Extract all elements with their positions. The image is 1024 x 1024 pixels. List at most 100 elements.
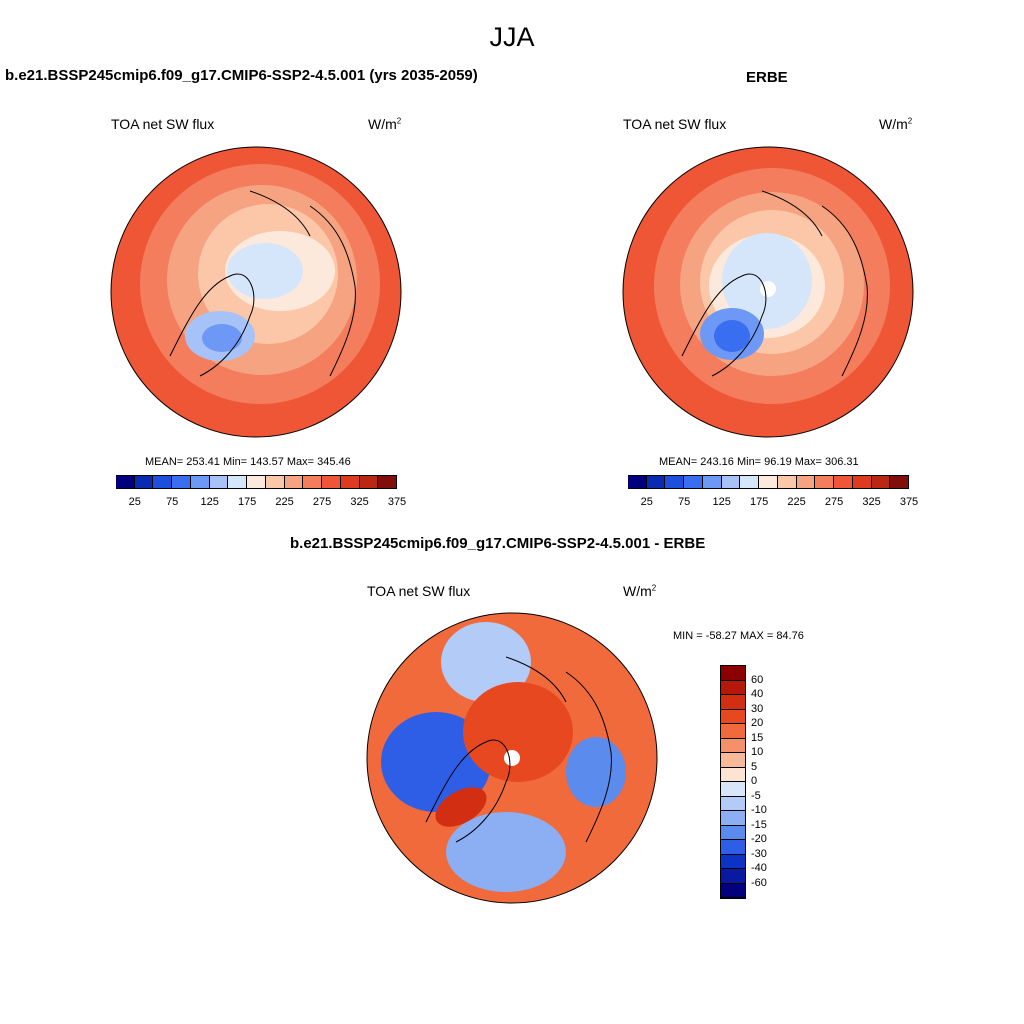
colorbar-cell	[777, 476, 797, 488]
diff-field-pos-greenland	[435, 787, 487, 827]
colorbar-tick-label: 25	[640, 496, 653, 508]
colorbar-cell	[721, 854, 745, 869]
colorbar-cell	[665, 476, 685, 488]
colorbar-cell	[247, 476, 266, 488]
obs-field-ring5	[722, 233, 812, 329]
diff-variable-label: TOA net SW flux	[367, 583, 471, 599]
colorbar-cell	[340, 476, 360, 488]
obs-coastlines	[681, 190, 868, 377]
colorbar-tick-label: 40	[751, 688, 764, 700]
colorbar-cell	[852, 476, 872, 488]
colorbar-tick-label: 125	[200, 496, 219, 508]
diff-field-neg-north	[441, 622, 531, 702]
colorbar-tick-label: 275	[824, 496, 844, 508]
diff-polar-map	[366, 612, 658, 904]
diff-map-border	[366, 612, 658, 904]
obs-panel-title: ERBE	[746, 69, 788, 86]
colorbar-cell	[359, 476, 379, 488]
colorbar-tick-label: 0	[751, 775, 758, 787]
colorbar-cell	[871, 476, 891, 488]
colorbar-tick-label: 375	[387, 496, 407, 508]
colorbar-tick-label: 25	[128, 496, 141, 508]
colorbar-cell	[721, 738, 745, 753]
colorbar-tick-label: 175	[237, 496, 257, 508]
colorbar-tick-label: 15	[751, 731, 764, 744]
model-polar-map	[110, 146, 402, 438]
colorbar-tick-label: 10	[751, 746, 764, 758]
colorbar-tick-label: 60	[751, 673, 764, 686]
colorbar-tick-label: -10	[751, 804, 767, 816]
colorbar-cell	[740, 476, 760, 488]
colorbar-cell	[646, 476, 666, 488]
obs-units-label: W/m2	[879, 116, 913, 132]
colorbar-cell	[721, 767, 745, 782]
colorbar-cell	[172, 476, 191, 488]
colorbar-tick-label: 325	[350, 496, 369, 508]
colorbar-cell	[684, 476, 703, 488]
colorbar-cell	[209, 476, 229, 488]
diff-units-label: W/m2	[623, 583, 657, 599]
model-field-ring5	[227, 243, 303, 299]
colorbar-tick-label: 125	[712, 496, 731, 508]
diff-coastlines	[425, 656, 612, 843]
colorbar-tick-label: 20	[751, 717, 764, 729]
obs-map-border	[622, 146, 914, 438]
diff-pole-hole	[504, 750, 520, 766]
colorbar-cell	[721, 709, 745, 724]
colorbar-tick-label: 5	[751, 760, 758, 773]
colorbar-tick-label: 175	[749, 496, 769, 508]
colorbar-cell	[721, 840, 745, 855]
colorbar-cell	[153, 476, 173, 488]
colorbar-cell	[628, 476, 647, 488]
diff-field-neg-east	[566, 737, 626, 807]
colorbar-cell	[721, 680, 745, 695]
model-field-greenland-b	[202, 324, 242, 352]
colorbar-tick-label: -40	[751, 862, 767, 874]
colorbar-cell	[228, 476, 248, 488]
diff-stats: MIN = -58.27 MAX = 84.76	[673, 630, 804, 642]
colorbar-cell	[303, 476, 323, 488]
colorbar-tick-label: 75	[678, 496, 691, 508]
colorbar-cell	[721, 883, 745, 898]
model-stats: MEAN= 253.41 Min= 143.57 Max= 345.46	[145, 456, 351, 468]
obs-field-greenland-b	[714, 320, 750, 352]
diff-field-pos-arctic	[463, 682, 573, 782]
colorbar-tick-label: -20	[751, 833, 767, 845]
colorbar-tick-label: 375	[899, 496, 919, 508]
colorbar-cell	[890, 476, 909, 488]
diff-colorbar	[720, 665, 746, 899]
figure-title: JJA	[489, 22, 535, 52]
colorbar-cell	[721, 476, 741, 488]
colorbar-cell	[721, 825, 745, 840]
colorbar-tick-label: -5	[751, 789, 761, 802]
obs-colorbar	[628, 475, 909, 489]
model-map-border	[110, 146, 402, 438]
colorbar-cell	[721, 724, 745, 739]
model-coastlines	[169, 190, 356, 377]
colorbar-tick-label: -15	[751, 818, 767, 831]
colorbar-cell	[721, 796, 745, 811]
colorbar-tick-label: 225	[275, 496, 294, 508]
model-variable-label: TOA net SW flux	[111, 116, 215, 132]
colorbar-cell	[265, 476, 285, 488]
colorbar-cell	[759, 476, 778, 488]
model-colorbar	[116, 475, 397, 489]
colorbar-tick-label: 30	[751, 702, 764, 715]
colorbar-cell	[721, 666, 745, 681]
colorbar-cell	[721, 695, 745, 710]
colorbar-cell	[284, 476, 304, 488]
colorbar-tick-label: -30	[751, 847, 767, 860]
colorbar-cell	[190, 476, 210, 488]
colorbar-cell	[796, 476, 816, 488]
obs-pole-hole	[760, 281, 776, 297]
colorbar-cell	[721, 811, 745, 826]
colorbar-cell	[378, 476, 397, 488]
colorbar-cell	[116, 476, 135, 488]
colorbar-tick-label: 75	[166, 496, 179, 508]
colorbar-cell	[834, 476, 853, 488]
colorbar-cell	[322, 476, 341, 488]
model-units-label: W/m2	[368, 116, 402, 132]
colorbar-tick-label: 325	[862, 496, 881, 508]
obs-stats: MEAN= 243.16 Min= 96.19 Max= 306.31	[659, 456, 859, 468]
colorbar-tick-label: -60	[751, 876, 767, 889]
